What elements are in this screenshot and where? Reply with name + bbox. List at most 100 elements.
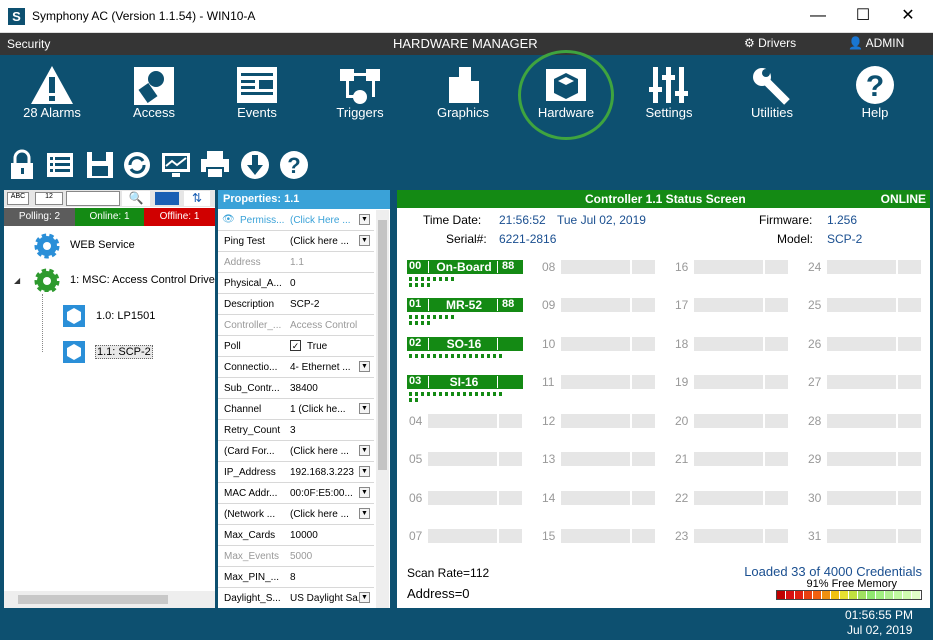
property-value[interactable]: 0 — [290, 278, 296, 289]
property-value[interactable]: 38400 — [290, 383, 318, 394]
io-board-slot[interactable]: 26 — [806, 337, 924, 373]
property-value[interactable]: (Click Here ... — [290, 215, 351, 226]
nav-triggers[interactable]: Triggers — [310, 55, 410, 135]
property-value[interactable]: SCP-2 — [290, 299, 320, 310]
io-board-slot[interactable]: 29 — [806, 452, 924, 488]
dropdown-arrow-icon[interactable]: ▼ — [359, 361, 370, 372]
help-small-icon[interactable]: ? — [278, 148, 310, 182]
io-board-slot[interactable]: 17 — [673, 298, 791, 334]
download-icon[interactable] — [239, 148, 271, 182]
io-board-slot[interactable]: 14 — [540, 491, 658, 527]
refresh-icon[interactable] — [121, 148, 153, 182]
nav-alarms[interactable]: 28 Alarms — [2, 55, 102, 135]
io-board-slot[interactable]: 22 — [673, 491, 791, 527]
expand-icon[interactable]: ◢ — [14, 276, 21, 285]
property-row[interactable]: Physical_A... 0 — [218, 273, 374, 294]
io-board-slot[interactable]: 16 — [673, 260, 791, 296]
nav-utilities[interactable]: Utilities — [722, 55, 822, 135]
save-icon[interactable] — [84, 148, 116, 182]
dropdown-arrow-icon[interactable]: ▼ — [359, 214, 370, 225]
io-board-slot[interactable]: 15 — [540, 529, 658, 565]
property-row[interactable]: Connectio... 4- Ethernet ... ▼ — [218, 357, 374, 378]
property-value[interactable]: Access Control — [290, 320, 358, 331]
monitor-icon[interactable] — [160, 148, 192, 182]
io-board-slot[interactable]: 10 — [540, 337, 658, 373]
io-board-slot[interactable]: 05 — [407, 452, 525, 488]
io-board-slot[interactable]: 23 — [673, 529, 791, 565]
io-board-slot[interactable]: 06 — [407, 491, 525, 527]
property-row[interactable]: Description SCP-2 — [218, 294, 374, 315]
property-value[interactable]: 192.168.3.223 — [290, 467, 354, 478]
property-value[interactable]: 8 — [290, 572, 296, 583]
tree-search-input[interactable] — [66, 191, 120, 206]
property-value[interactable]: 3 — [290, 425, 296, 436]
properties-scrollbar[interactable] — [376, 210, 389, 608]
nav-help[interactable]: ? Help — [825, 55, 925, 135]
dropdown-arrow-icon[interactable]: ▼ — [359, 508, 370, 519]
security-menu[interactable]: Security — [7, 37, 51, 51]
io-board-slot[interactable]: 03 SI-16 — [407, 375, 525, 411]
dropdown-arrow-icon[interactable]: ▼ — [359, 487, 370, 498]
io-board-slot[interactable]: 09 — [540, 298, 658, 334]
property-row[interactable]: Daylight_S... US Daylight Sa... ▼ — [218, 588, 374, 609]
io-board-slot[interactable]: 20 — [673, 414, 791, 450]
nav-access[interactable]: Access — [104, 55, 204, 135]
property-row[interactable]: MAC Addr... 00:0F:E5:00... ▼ — [218, 483, 374, 504]
tree-node-scp2[interactable]: 1.1: SCP-2 — [62, 340, 182, 364]
io-board-slot[interactable]: 28 — [806, 414, 924, 450]
io-board-slot[interactable]: 07 — [407, 529, 525, 565]
tree-node-msc[interactable]: 1: MSC: Access Control Drive — [34, 268, 215, 292]
sort-abc-icon[interactable]: ABC — [7, 192, 29, 205]
io-board-slot[interactable]: 02 SO-16 — [407, 337, 525, 373]
io-board-slot[interactable]: 21 — [673, 452, 791, 488]
property-value[interactable]: (Click here ... — [290, 446, 349, 457]
property-row[interactable]: Sub_Contr... 38400 — [218, 378, 374, 399]
property-row[interactable]: 👁 Permiss... (Click Here ... ▼ — [218, 210, 374, 231]
io-board-slot[interactable]: 30 — [806, 491, 924, 527]
property-row[interactable]: Ping Test (Click here ... ▼ — [218, 231, 374, 252]
property-row[interactable]: IP_Address 192.168.3.223 ▼ — [218, 462, 374, 483]
property-row[interactable]: (Network ... (Click here ... ▼ — [218, 504, 374, 525]
property-value[interactable]: 5000 — [290, 551, 313, 562]
property-row[interactable]: Max_Cards 10000 — [218, 525, 374, 546]
maximize-button[interactable]: ☐ — [855, 7, 871, 24]
print-icon[interactable] — [199, 148, 231, 182]
list-icon[interactable] — [44, 148, 76, 182]
property-value[interactable]: (Click here ... — [290, 509, 349, 520]
property-value[interactable]: 10000 — [290, 530, 318, 541]
sort-num-icon[interactable]: 12 — [35, 192, 63, 205]
io-board-slot[interactable]: 08 — [540, 260, 658, 296]
property-value[interactable]: 1 (Click he... — [290, 404, 346, 415]
nav-settings[interactable]: Settings — [619, 55, 719, 135]
dropdown-arrow-icon[interactable]: ▼ — [359, 592, 370, 603]
io-board-slot[interactable]: 24 — [806, 260, 924, 296]
property-row[interactable]: Controller_... Access Control — [218, 315, 374, 336]
io-board-slot[interactable]: 31 — [806, 529, 924, 565]
io-board-slot[interactable]: 27 — [806, 375, 924, 411]
io-board-slot[interactable]: 01 MR-52 88 — [407, 298, 525, 334]
view-icon[interactable] — [155, 192, 179, 205]
property-row[interactable]: Max_PIN_... 8 — [218, 567, 374, 588]
tree-node-lp1501[interactable]: 1.0: LP1501 — [62, 304, 182, 328]
dropdown-arrow-icon[interactable]: ▼ — [359, 445, 370, 456]
property-value[interactable]: True — [307, 341, 328, 352]
minimize-button[interactable]: — — [810, 7, 826, 24]
search-icon[interactable]: 🔍 — [122, 191, 150, 206]
close-button[interactable]: ✕ — [901, 7, 915, 24]
poll-checkbox[interactable]: ✓ — [290, 340, 301, 351]
property-value[interactable]: (Click here ... — [290, 236, 349, 247]
io-board-slot[interactable]: 11 — [540, 375, 658, 411]
property-row[interactable]: Retry_Count 3 — [218, 420, 374, 441]
io-board-slot[interactable]: 12 — [540, 414, 658, 450]
property-row[interactable]: Address 1.1 — [218, 252, 374, 273]
nav-events[interactable]: Events — [207, 55, 307, 135]
dropdown-arrow-icon[interactable]: ▼ — [359, 235, 370, 246]
property-row[interactable]: Channel 1 (Click he... ▼ — [218, 399, 374, 420]
property-row[interactable]: (Card For... (Click here ... ▼ — [218, 441, 374, 462]
property-value[interactable]: 4- Ethernet ... — [290, 362, 351, 373]
property-row[interactable]: Poll ✓ True — [218, 336, 374, 357]
property-value[interactable]: 00:0F:E5:00... — [290, 488, 353, 499]
sort-order-icon[interactable]: ⇅ — [184, 191, 210, 206]
nav-graphics[interactable]: Graphics — [413, 55, 513, 135]
io-board-slot[interactable]: 19 — [673, 375, 791, 411]
